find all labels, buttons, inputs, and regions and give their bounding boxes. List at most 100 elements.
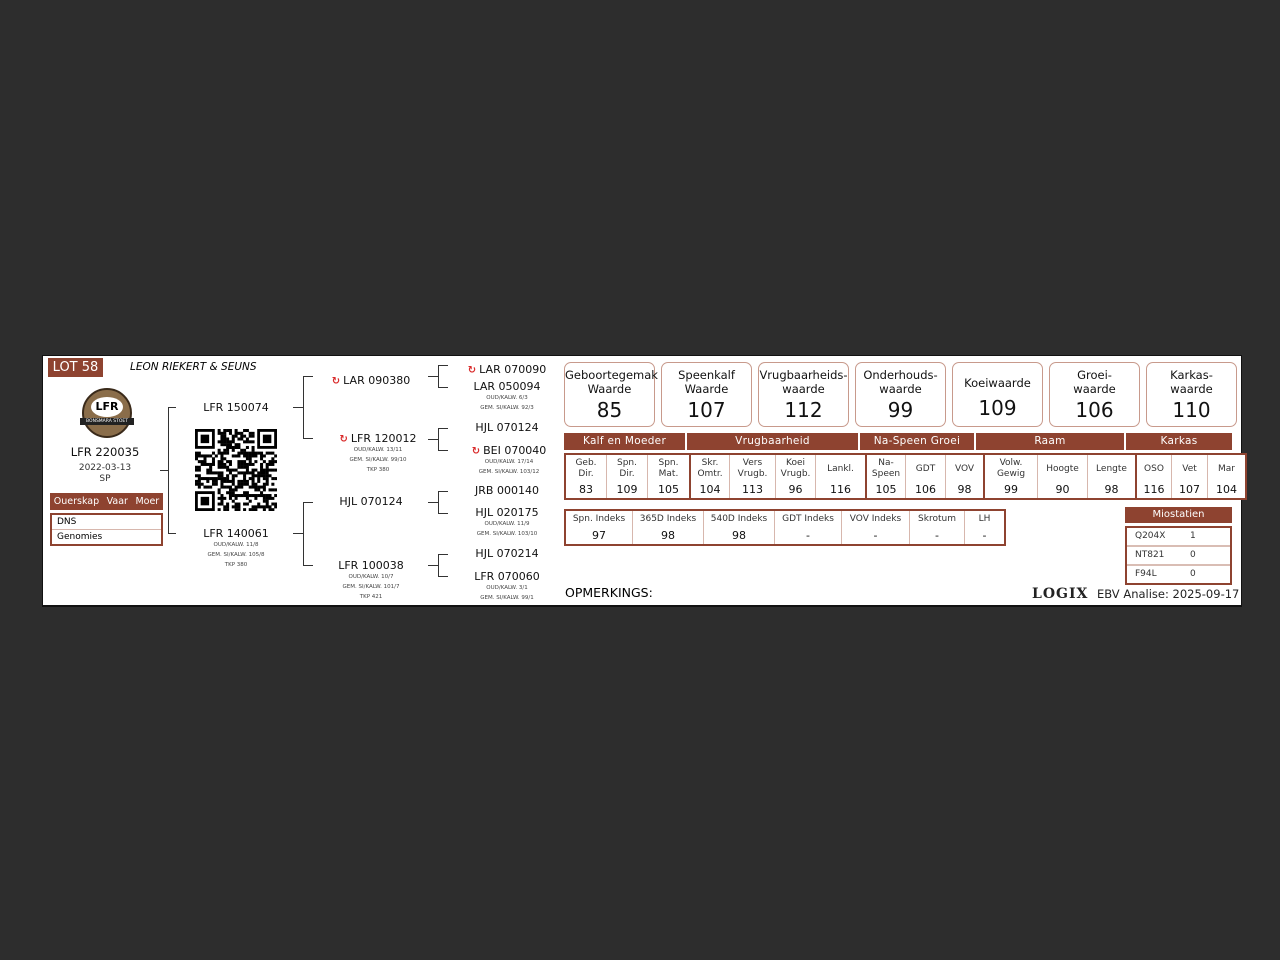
trait-cell: Koei Vrugb. 96 bbox=[776, 455, 816, 498]
value-label: waarde bbox=[879, 382, 922, 396]
trait-value: 116 bbox=[830, 483, 851, 496]
dds-id: HJL 070214 bbox=[475, 547, 539, 560]
parentage-table: DNS Genomies bbox=[50, 513, 163, 546]
sdd-sub: OUD/KALW. 17/14 bbox=[484, 459, 534, 465]
trait-label: Spn. Dir. bbox=[607, 458, 647, 480]
value-number: 85 bbox=[596, 398, 623, 422]
dsd-id: HJL 020175 bbox=[475, 506, 539, 519]
section-header: Kalf en Moeder bbox=[564, 433, 685, 450]
logix-logo: LOGIX bbox=[1032, 586, 1089, 602]
value-number: 112 bbox=[784, 398, 823, 422]
index-value: 98 bbox=[732, 529, 746, 542]
logo-text: LFR bbox=[91, 397, 123, 417]
pedigree-dss: JRB 000140 bbox=[475, 484, 539, 497]
pedigree-dsd: HJL 020175 OUD/KALW. 11/9 GEM. SI/KALW. … bbox=[475, 506, 538, 539]
trait-cell: OSO 116 bbox=[1137, 455, 1172, 498]
value-box: Geboortegemak Waarde 85 bbox=[564, 362, 658, 427]
value-label: waarde bbox=[1073, 382, 1116, 396]
dam-id: LFR 140061 bbox=[203, 527, 269, 540]
index-value: - bbox=[873, 529, 878, 542]
trait-value: 90 bbox=[1055, 483, 1070, 496]
myostatin-value: 0 bbox=[1190, 550, 1196, 560]
value-label: waarde bbox=[782, 382, 825, 396]
marker-icon: ↻ bbox=[467, 365, 477, 376]
index-label: Spn. Indeks bbox=[572, 514, 626, 524]
trait-label-line: GDT bbox=[915, 464, 936, 474]
section-header: Karkas bbox=[1126, 433, 1232, 450]
value-number: 106 bbox=[1075, 398, 1114, 422]
pedigree-sd: ↻ LFR 120012 OUD/KALW. 13/11 GEM. SI/KALW… bbox=[340, 432, 417, 475]
trait-cell: Na- Speen 105 bbox=[867, 455, 906, 498]
trait-value: 99 bbox=[1004, 483, 1018, 496]
value-box: Onderhouds-waarde 99 bbox=[855, 362, 946, 427]
value-number: 109 bbox=[978, 396, 1017, 420]
trait-label-line: Omtr. bbox=[697, 469, 723, 479]
sd-sub: TKP 380 bbox=[366, 467, 390, 473]
myostatin-row: F94L 0 bbox=[1127, 566, 1230, 583]
parentage-label: Ouerskap bbox=[53, 496, 100, 507]
parentage-row-dns: DNS bbox=[52, 515, 161, 530]
animal-date: 2022-03-13 bbox=[78, 463, 132, 473]
index-value: - bbox=[982, 529, 987, 542]
trait-label-line: Dir. bbox=[619, 469, 635, 479]
section-header: Vrugbaarheid bbox=[687, 433, 858, 450]
ss-id: LAR 090380 bbox=[343, 374, 411, 387]
pedigree-sire: LFR 150074 bbox=[203, 401, 269, 414]
trait-cell: Volw. Gewig 99 bbox=[985, 455, 1038, 498]
trait-cell: Geb. Dir. 83 bbox=[566, 455, 607, 498]
index-cell: Spn. Indeks 97 bbox=[566, 511, 633, 544]
trait-cell: Skr. Omtr. 104 bbox=[691, 455, 730, 498]
analysis-date: EBV Analise: 2025-09-17 bbox=[1097, 587, 1240, 601]
trait-label: Volw. Gewig bbox=[985, 458, 1037, 480]
trait-label-line: Vet bbox=[1182, 464, 1197, 474]
sdd-id: BEI 070040 bbox=[483, 444, 547, 457]
trait-value: 105 bbox=[658, 483, 679, 496]
trait-label: Spn. Mat. bbox=[648, 458, 689, 480]
sire-id: LFR 150074 bbox=[203, 401, 269, 414]
pedigree-sss: ↻ LAR 070090 bbox=[468, 358, 546, 377]
trait-label: Lengte bbox=[1088, 464, 1135, 475]
ssd-sub: OUD/KALW. 6/3 bbox=[486, 395, 528, 401]
trait-label-line: Dir. bbox=[578, 469, 594, 479]
trait-value: 116 bbox=[1143, 483, 1165, 496]
value-label: Koeiwaarde bbox=[964, 376, 1031, 390]
dsd-sub: OUD/KALW. 11/9 bbox=[484, 521, 530, 527]
trait-label-line: Spn. bbox=[617, 458, 637, 468]
index-value: 98 bbox=[661, 529, 675, 542]
index-cell: GDT Indeks - bbox=[775, 511, 842, 544]
trait-cell: Spn. Dir. 109 bbox=[607, 455, 648, 498]
trait-label: Vet bbox=[1172, 464, 1207, 475]
trait-label-line: Volw. bbox=[999, 458, 1023, 468]
index-value: 97 bbox=[592, 529, 606, 542]
index-value: - bbox=[935, 529, 939, 542]
value-number: 107 bbox=[687, 398, 726, 422]
sss-id: LAR 070090 bbox=[479, 363, 547, 376]
sire-label: Vaar bbox=[106, 496, 128, 507]
index-value: - bbox=[806, 529, 810, 542]
trait-value: 98 bbox=[957, 483, 972, 496]
marker-icon: ↻ bbox=[331, 376, 341, 387]
pedigree-dam: LFR 140061 OUD/KALW. 11/8 GEM. SI/KALW. … bbox=[203, 527, 269, 570]
dd-sub: OUD/KALW. 10/7 bbox=[348, 574, 394, 580]
lot-badge: LOT 58 bbox=[48, 358, 103, 377]
trait-label-line: Vrugb. bbox=[737, 469, 768, 479]
trait-cell: Lengte 98 bbox=[1088, 455, 1137, 498]
dam-sub: OUD/KALW. 11/8 bbox=[213, 542, 259, 548]
trait-label-line: Mat. bbox=[658, 469, 679, 479]
value-label: Geboortegemak bbox=[565, 368, 658, 382]
index-label: 540D Indeks bbox=[710, 514, 768, 524]
ddd-sub: GEM. SI/KALW. 99/1 bbox=[480, 595, 534, 601]
trait-value: 96 bbox=[788, 483, 803, 496]
trait-cell: VOV 98 bbox=[946, 455, 985, 498]
sd-id: LFR 120012 bbox=[350, 432, 417, 445]
trait-label-line: VOV bbox=[954, 464, 975, 474]
trait-label: Geb. Dir. bbox=[566, 458, 606, 480]
breed-logo: LFR BONSMARA STOET bbox=[80, 388, 134, 438]
owner-name: LEON RIEKERT & SEUNS bbox=[130, 361, 257, 373]
value-number: 110 bbox=[1172, 398, 1211, 422]
ddd-id: LFR 070060 bbox=[474, 570, 540, 583]
trait-value: 106 bbox=[915, 483, 936, 496]
value-label: Groei- bbox=[1077, 368, 1112, 382]
dss-id: JRB 000140 bbox=[475, 484, 539, 497]
ssd-id: LAR 050094 bbox=[473, 380, 541, 393]
